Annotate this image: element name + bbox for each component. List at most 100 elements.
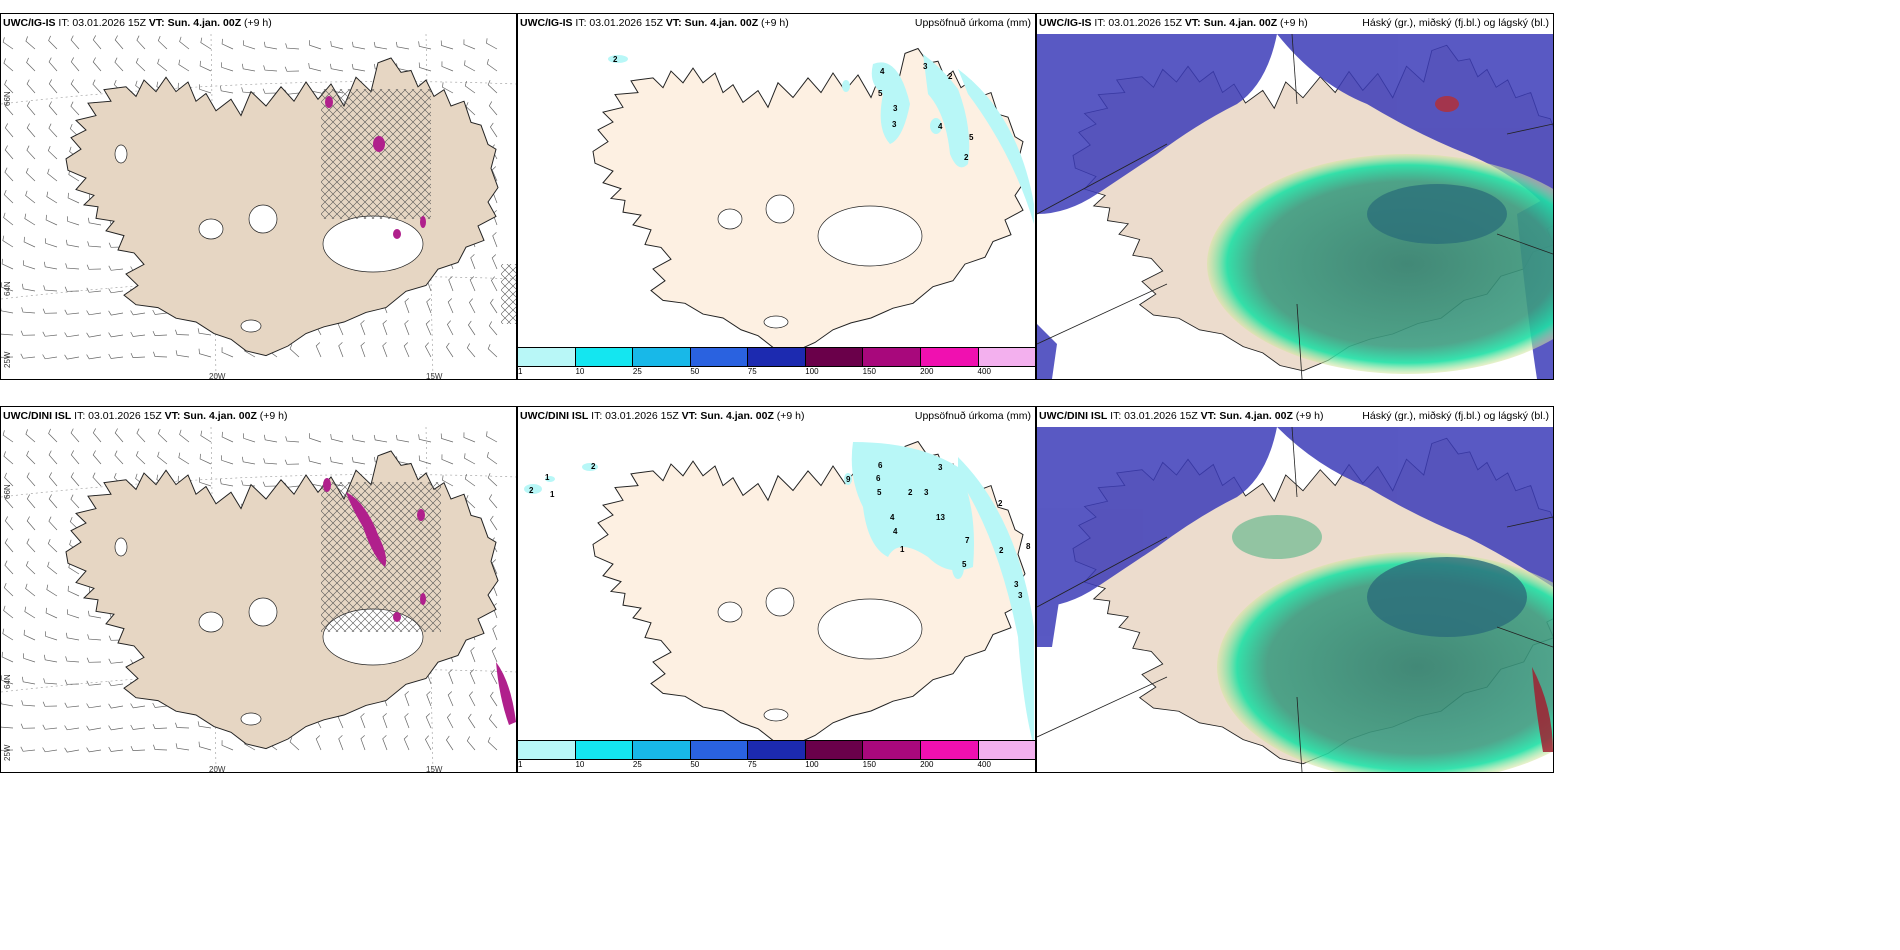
wind-barb [42, 747, 58, 753]
precip-value: 3 [1018, 591, 1023, 600]
wind-barb [197, 721, 212, 729]
wind-barb [24, 213, 36, 226]
wind-barb [1, 356, 14, 358]
wind-barb [70, 57, 80, 72]
wind-barb [360, 713, 366, 729]
wind-barb [92, 428, 102, 443]
wind-barb [486, 59, 498, 72]
wind-barb [221, 431, 234, 443]
wind-barb [446, 713, 454, 729]
wind-barb [130, 352, 146, 358]
wind-barb [175, 350, 190, 358]
wind-barb [486, 38, 498, 50]
wind-barb [468, 298, 476, 314]
wind-barb [285, 436, 300, 443]
wind-barb [130, 703, 146, 709]
colorbar-swatch [978, 741, 1035, 759]
precip-value: 4 [890, 513, 895, 522]
colorbar-swatch [805, 741, 864, 759]
cloud-map [1037, 33, 1553, 379]
wind-barb [92, 472, 102, 487]
wind-barb [489, 122, 498, 138]
wind-barb [198, 348, 212, 358]
wind-barb [25, 560, 36, 575]
precip-value: 2 [529, 486, 534, 495]
wind-barb [45, 214, 58, 226]
precip-value: 5 [969, 133, 974, 142]
wind-barb [440, 40, 454, 50]
wind-barb [241, 63, 256, 72]
wind-barb [491, 559, 498, 575]
wind-barb [241, 87, 256, 94]
wind-barb [114, 35, 124, 50]
wind-barb [26, 123, 36, 138]
wind-barb [24, 606, 36, 619]
wind-barb [86, 747, 102, 753]
wind-barb [153, 351, 168, 358]
wind-barb [469, 276, 476, 292]
wind-barb [69, 123, 80, 138]
wind-barb [308, 456, 322, 465]
colorbar-label: 100 [805, 367, 819, 376]
wind-barb [418, 62, 432, 72]
wind-barb [70, 79, 80, 94]
wind-barb [464, 453, 476, 465]
wind-barb [262, 481, 278, 487]
glaciers [717, 194, 923, 329]
colorbar-swatch [633, 348, 691, 366]
wind-barb [446, 320, 454, 336]
wind-barb [382, 735, 388, 751]
wind-barb [487, 344, 498, 358]
lon-label: 25W [3, 744, 12, 761]
wind-barb [152, 309, 168, 315]
wind-barb [48, 472, 58, 487]
wind-barb [395, 434, 410, 443]
colorbar-swatch [575, 348, 634, 366]
colorbar-label: 400 [977, 367, 991, 376]
wind-barb [352, 41, 366, 50]
precip-value: 2 [964, 153, 969, 162]
wind-barb [70, 472, 80, 487]
colorbar-swatch [518, 348, 576, 366]
colorbar-label: 200 [920, 367, 934, 376]
wind-barb [26, 79, 36, 94]
colorbar-swatch [575, 741, 634, 759]
wind-barb [467, 320, 476, 336]
wind-barb [262, 88, 278, 94]
wind-barb [198, 477, 212, 487]
wind-barb [43, 654, 58, 663]
wind-barb [4, 167, 14, 182]
precip-panel-bottom: UWC/DINI ISL IT: 03.01.2026 15Z VT: Sun.… [517, 406, 1036, 773]
wind-barb [48, 101, 58, 116]
wind-barb [360, 320, 366, 336]
wind-barb [338, 735, 344, 751]
wind-barb [44, 238, 58, 248]
wind-barb [26, 538, 36, 553]
wind-barb [330, 434, 344, 443]
wind-barb [64, 309, 80, 315]
wind-barb [44, 631, 58, 641]
wind-barb [489, 515, 498, 531]
wind-barb [198, 741, 212, 751]
wind-barb [425, 320, 432, 336]
precip-value: 2 [613, 55, 618, 64]
wind-barb [108, 265, 124, 271]
wind-barb [108, 681, 124, 687]
precip-value: 3 [892, 120, 897, 129]
wind-barb [382, 320, 388, 336]
wind-barb [135, 450, 146, 465]
wind-barb [3, 605, 14, 619]
wind-barb [2, 37, 14, 50]
wind-barb [263, 434, 278, 443]
panel-title: Uppsöfnuð úrkoma (mm) [914, 410, 1031, 422]
wind-barb [47, 538, 58, 553]
precip-value: 7 [965, 536, 970, 545]
wind-barb [404, 320, 410, 336]
wind-barb [157, 428, 168, 443]
colorbar-swatch [805, 348, 864, 366]
wind-barb [42, 701, 58, 707]
wind-barb [43, 678, 58, 685]
wind-barb [46, 191, 58, 204]
colorbar-swatch [690, 741, 749, 759]
wind-barb [492, 232, 498, 248]
